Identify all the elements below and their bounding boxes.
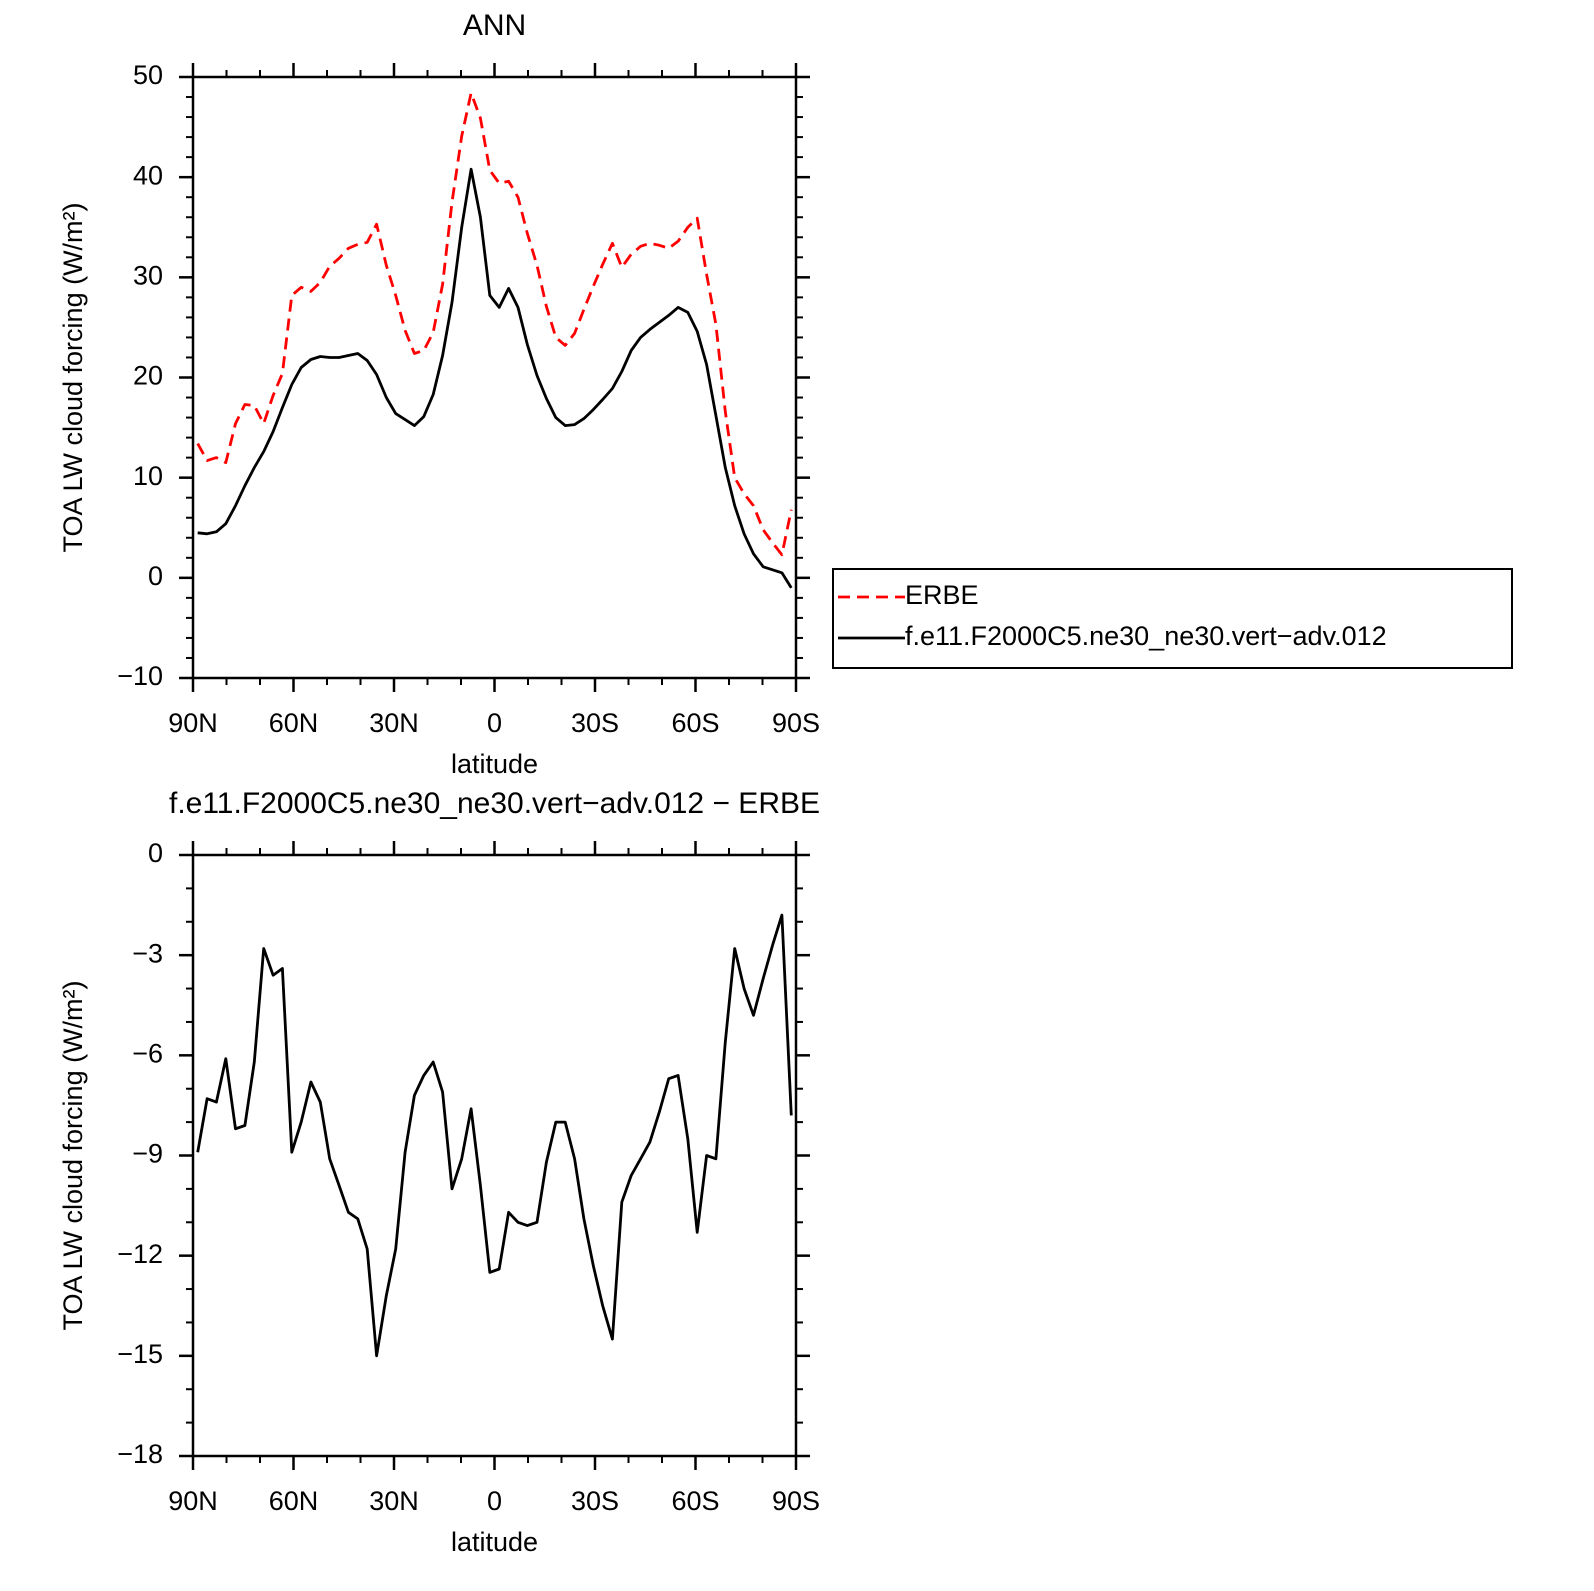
plot-frame [191, 75, 798, 680]
y-tick-label: −18 [117, 1439, 163, 1469]
y-tick-label: 0 [148, 561, 163, 591]
y-axis-label: TOA LW cloud forcing (W/m²) [58, 202, 88, 552]
data-line [196, 91, 793, 557]
y-tick-label: 40 [133, 160, 163, 190]
x-tick-label: 60S [671, 1486, 719, 1516]
x-tick-label: 30N [369, 1486, 419, 1516]
y-tick-label: −9 [132, 1139, 163, 1169]
y-tick-label: 10 [133, 461, 163, 491]
y-axis-label: TOA LW cloud forcing (W/m²) [58, 980, 88, 1330]
x-tick-label: 0 [487, 1486, 502, 1516]
x-tick-label: 60S [671, 708, 719, 738]
y-tick-label: 0 [148, 838, 163, 868]
y-tick-label: 30 [133, 260, 163, 290]
x-tick-label: 90N [168, 1486, 218, 1516]
x-tick-label: 90S [772, 1486, 820, 1516]
x-tick-label: 30S [571, 708, 619, 738]
y-tick-label: −12 [117, 1239, 163, 1269]
legend-label: ERBE [905, 580, 979, 610]
x-tick-label: 90S [772, 708, 820, 738]
y-tick-label: −10 [117, 661, 163, 691]
x-axis-label: latitude [451, 749, 538, 779]
x-tick-label: 30S [571, 1486, 619, 1516]
legend-box [832, 568, 1513, 669]
x-tick-label: 60N [269, 1486, 319, 1516]
y-tick-label: 20 [133, 361, 163, 391]
data-line [196, 913, 793, 1358]
data-line [197, 167, 793, 589]
y-tick-label: −3 [132, 938, 163, 968]
x-tick-label: 30N [369, 708, 419, 738]
x-axis-label: latitude [451, 1527, 538, 1557]
legend-label: f.e11.F2000C5.ne30_ne30.vert−adv.012 [905, 621, 1387, 651]
chart-title: ANN [463, 9, 526, 42]
y-tick-label: −15 [117, 1339, 163, 1369]
plot-frame [191, 853, 798, 1458]
chart-title: f.e11.F2000C5.ne30_ne30.vert−adv.012 − E… [169, 787, 820, 820]
y-tick-label: −6 [132, 1038, 163, 1068]
x-tick-label: 90N [168, 708, 218, 738]
x-tick-label: 0 [487, 708, 502, 738]
y-tick-label: 50 [133, 60, 163, 90]
x-tick-label: 60N [269, 708, 319, 738]
